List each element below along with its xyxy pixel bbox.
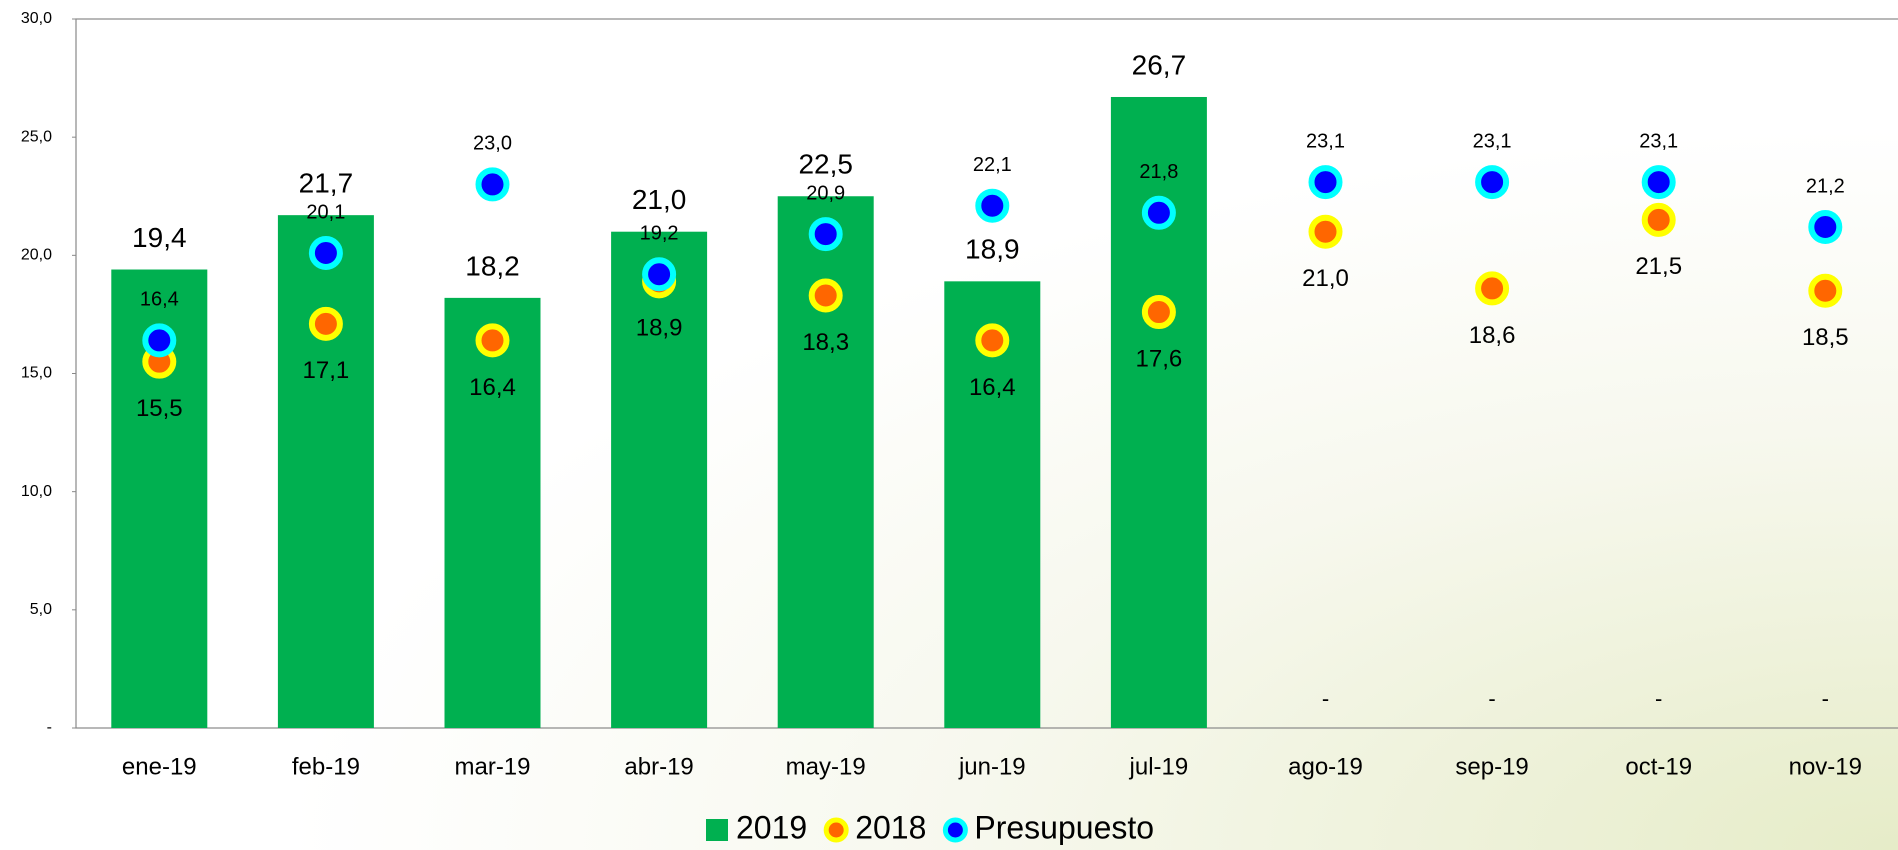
x-tick-label: feb-19 <box>292 753 360 780</box>
y-tick-label: 5,0 <box>30 601 52 618</box>
dot-2 <box>1641 165 1676 200</box>
bar-value-label: 18,2 <box>465 250 520 281</box>
dot-value-label: 21,0 <box>1302 265 1349 292</box>
bar-value-label: - <box>1488 686 1495 711</box>
bar-value-label: 19,4 <box>132 222 187 253</box>
dot-value-label: 21,2 <box>1806 175 1845 197</box>
dot-2 <box>642 257 677 292</box>
dot-value-label: 18,9 <box>636 315 683 342</box>
x-tick-label: mar-19 <box>454 753 530 780</box>
dot-value-label: 23,1 <box>1639 130 1678 152</box>
bar <box>277 215 374 728</box>
bar-value-label: - <box>1822 686 1829 711</box>
dot-value-label: 17,6 <box>1136 345 1183 372</box>
x-tick-label: jun-19 <box>958 753 1026 780</box>
dot-2 <box>1475 165 1510 200</box>
dot-2 <box>975 188 1010 223</box>
dot-value-label: 20,1 <box>306 201 345 223</box>
dot-value-label: 19,2 <box>640 223 679 245</box>
dot-1 <box>1808 273 1843 308</box>
bar-value-label: 22,5 <box>798 149 853 180</box>
x-tick-label: abr-19 <box>624 753 693 780</box>
dot-value-label: 15,5 <box>136 395 183 422</box>
dot-2 <box>142 323 177 358</box>
dot-1 <box>475 323 510 358</box>
dot-1 <box>1141 295 1176 330</box>
dot-value-label: 21,8 <box>1139 161 1178 183</box>
bar <box>1110 96 1207 729</box>
dot-2 <box>1308 165 1343 200</box>
dot-1 <box>1475 271 1510 306</box>
dot-value-label: 18,5 <box>1802 324 1849 351</box>
legend-swatch <box>823 817 849 843</box>
dot-value-label: 23,1 <box>1306 130 1345 152</box>
dot-2 <box>1141 195 1176 230</box>
dot-value-label: 18,3 <box>802 329 849 356</box>
bar <box>611 231 708 728</box>
legend-label: 2018 <box>855 809 926 845</box>
dot-2 <box>475 167 510 202</box>
x-tick-label: oct-19 <box>1625 753 1692 780</box>
legend-swatch <box>706 819 728 841</box>
dot-value-label: 21,5 <box>1635 253 1682 280</box>
dot-value-label: 16,4 <box>140 289 179 311</box>
dot-value-label: 23,1 <box>1473 130 1512 152</box>
dot-value-label: 18,6 <box>1469 322 1516 349</box>
y-tick-label: 25,0 <box>21 128 52 145</box>
dot-1 <box>808 278 843 313</box>
x-tick-label: sep-19 <box>1455 753 1528 780</box>
dot-value-label: 20,9 <box>806 182 845 204</box>
x-tick-label: jul-19 <box>1129 753 1189 780</box>
dot-2 <box>808 217 843 252</box>
x-tick-label: ene-19 <box>122 753 197 780</box>
bar-value-label: - <box>1655 686 1662 711</box>
dot-2 <box>1808 209 1843 244</box>
x-tick-label: ago-19 <box>1288 753 1363 780</box>
y-tick-label: - <box>47 719 52 736</box>
y-tick-label: 15,0 <box>21 365 52 382</box>
bar-value-label: 18,9 <box>965 234 1020 265</box>
dot-1 <box>1308 214 1343 249</box>
dot-value-label: 17,1 <box>303 357 350 384</box>
dot-value-label: 16,4 <box>969 374 1016 401</box>
bar-value-label: 21,7 <box>299 168 354 199</box>
dot-2 <box>308 235 343 270</box>
legend-label: Presupuesto <box>974 809 1154 845</box>
bar-value-label: 26,7 <box>1132 49 1187 80</box>
bar-value-label: - <box>1322 686 1329 711</box>
legend-label: 2019 <box>736 809 807 845</box>
y-tick-label: 30,0 <box>21 10 52 27</box>
x-tick-label: may-19 <box>786 753 866 780</box>
x-tick-label: nov-19 <box>1789 753 1862 780</box>
y-tick-label: 10,0 <box>21 483 52 500</box>
dot-value-label: 22,1 <box>973 154 1012 176</box>
legend-swatch <box>942 817 968 843</box>
dot-1 <box>1641 202 1676 237</box>
dot-value-label: 16,4 <box>469 374 516 401</box>
dot-1 <box>308 306 343 341</box>
dot-value-label: 23,0 <box>473 133 512 155</box>
bar <box>444 297 541 728</box>
y-tick-label: 20,0 <box>21 247 52 264</box>
bar-value-label: 21,0 <box>632 184 687 215</box>
bar <box>777 196 874 728</box>
dot-1 <box>975 323 1010 358</box>
